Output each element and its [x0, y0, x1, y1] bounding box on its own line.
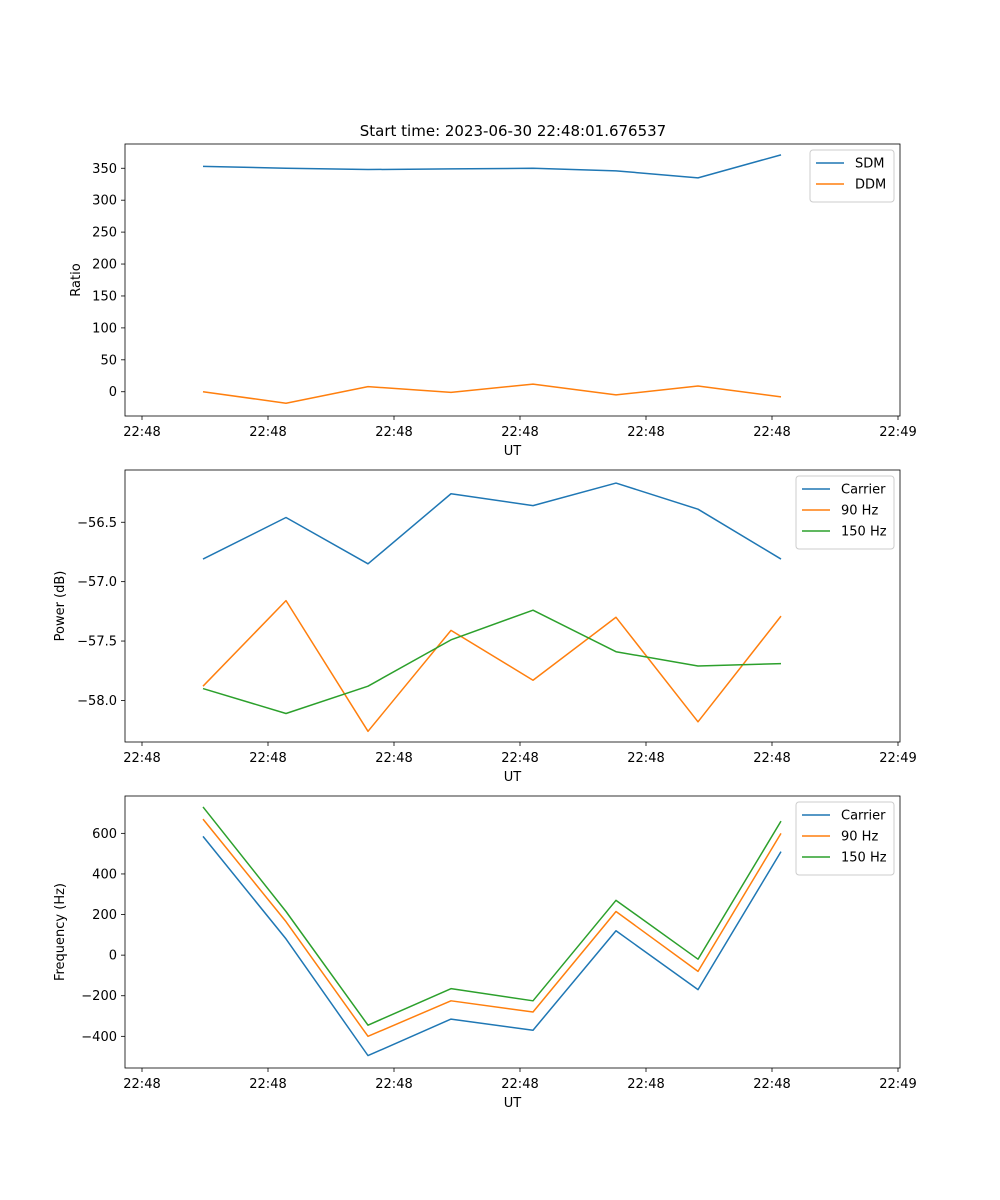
series-line-2	[202, 383, 782, 404]
y-tick-label: 600	[92, 827, 117, 842]
series-line-2	[202, 599, 782, 733]
x-tick-label: 22:48	[123, 751, 160, 766]
x-tick-label: 22:48	[627, 425, 664, 440]
x-tick-label: 22:48	[627, 1077, 664, 1092]
y-tick-label: −400	[81, 1030, 117, 1045]
x-tick-label: 22:48	[501, 425, 538, 440]
series-line-1	[202, 154, 782, 179]
x-tick-label: 22:48	[123, 425, 160, 440]
axes-frame	[124, 795, 901, 1069]
legend: Carrier 90 Hz 150 Hz	[795, 801, 895, 876]
legend-label: Carrier	[841, 809, 886, 824]
y-axis-label: Ratio	[69, 263, 84, 296]
x-tick-label: 22:48	[123, 1077, 160, 1092]
legend-label: DDM	[855, 178, 886, 193]
legend: SDM DDM	[809, 149, 895, 203]
series-line-1	[202, 835, 782, 1057]
x-tick-label: 22:49	[879, 1077, 916, 1092]
axes-frame	[124, 143, 901, 417]
x-tick-label: 22:48	[375, 1077, 412, 1092]
y-tick-label: 0	[109, 949, 117, 964]
legend: Carrier 90 Hz 150 Hz	[795, 475, 895, 550]
y-tick-label: 250	[92, 226, 117, 241]
series-line-1	[202, 482, 782, 565]
x-axis-label: UT	[504, 770, 522, 785]
x-tick-label: 22:48	[375, 425, 412, 440]
y-tick-label: −200	[81, 989, 117, 1004]
legend-label: 90 Hz	[841, 830, 878, 845]
legend-label: 150 Hz	[841, 851, 887, 866]
x-tick-label: 22:48	[753, 751, 790, 766]
y-axis-label: Frequency (Hz)	[53, 883, 68, 981]
y-tick-label: 200	[92, 908, 117, 923]
x-tick-label: 22:48	[501, 751, 538, 766]
y-tick-label: 400	[92, 867, 117, 882]
axes-frame	[124, 469, 901, 743]
x-tick-label: 22:48	[249, 425, 286, 440]
y-axis-label: Power (dB)	[53, 571, 68, 642]
x-axis-label: UT	[504, 1096, 522, 1111]
x-tick-label: 22:48	[375, 751, 412, 766]
series-line-3	[202, 609, 782, 715]
chart-panel-2: 22:48 22:48 22:48 22:48 22:48 22:48 22:49 −56.5…	[53, 469, 917, 785]
chart-panel-3: 22:48 22:48 22:48 22:48 22:48 22:48 22:49 600 40…	[53, 795, 917, 1111]
y-tick-label: −57.0	[77, 575, 117, 590]
x-tick-label: 22:48	[753, 425, 790, 440]
y-tick-label: −56.5	[77, 516, 117, 531]
figure-title: Start time: 2023-06-30 22:48:01.676537	[360, 122, 666, 140]
series-line-3	[202, 806, 782, 1026]
chart-panel-1: 22:48 22:48 22:48 22:48 22:48 22:48 22:49 0 50 10…	[69, 143, 917, 459]
x-tick-label: 22:48	[753, 1077, 790, 1092]
legend-label: SDM	[855, 157, 884, 172]
y-tick-label: 150	[92, 289, 117, 304]
x-tick-label: 22:48	[249, 751, 286, 766]
x-tick-label: 22:49	[879, 425, 916, 440]
x-axis-label: UT	[504, 444, 522, 459]
y-tick-label: 0	[109, 385, 117, 400]
y-tick-label: 50	[100, 353, 117, 368]
legend-label: 90 Hz	[841, 504, 878, 519]
y-tick-label: 200	[92, 258, 117, 273]
x-tick-label: 22:49	[879, 751, 916, 766]
legend-label: 150 Hz	[841, 525, 887, 540]
y-tick-label: 100	[92, 321, 117, 336]
y-tick-label: 350	[92, 162, 117, 177]
x-tick-label: 22:48	[249, 1077, 286, 1092]
legend-label: Carrier	[841, 483, 886, 498]
y-tick-label: −57.5	[77, 635, 117, 650]
x-tick-label: 22:48	[501, 1077, 538, 1092]
y-tick-label: −58.0	[77, 694, 117, 709]
x-tick-label: 22:48	[627, 751, 664, 766]
series-line-2	[202, 818, 782, 1038]
y-tick-label: 300	[92, 194, 117, 209]
